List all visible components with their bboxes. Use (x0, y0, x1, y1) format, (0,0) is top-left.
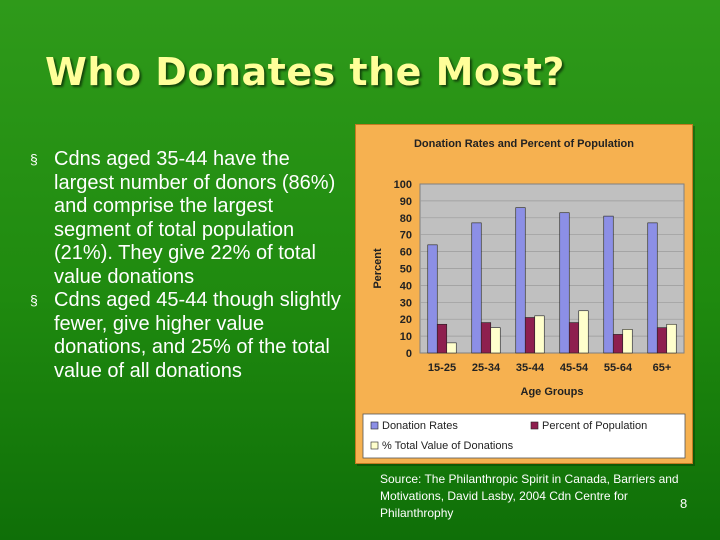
y-tick-label: 80 (400, 213, 412, 225)
legend-label: Percent of Population (542, 420, 647, 432)
bar-percent-of-population (436, 323, 448, 354)
bar-donation-rates (603, 215, 614, 354)
y-axis-label: Percent (372, 248, 384, 289)
bar-percent-of-population (524, 317, 536, 354)
x-tick-label: 15-25 (428, 362, 456, 374)
bar-total-value-of-donations (666, 323, 677, 354)
legend-label: % Total Value of Donations (382, 440, 514, 452)
legend-label: Donation Rates (382, 420, 458, 432)
x-tick-label: 25-34 (472, 362, 501, 374)
x-tick-label: 65+ (653, 362, 672, 374)
bar-donation-rates (471, 222, 482, 354)
legend-swatch (370, 421, 379, 430)
x-axis-label: Age Groups (521, 386, 584, 398)
bullet-list: § Cdns aged 35-44 have the largest numbe… (30, 148, 350, 383)
y-tick-label: 100 (394, 179, 412, 191)
y-tick-label: 90 (400, 196, 412, 208)
y-tick-label: 30 (400, 297, 412, 309)
x-tick-label: 45-54 (560, 362, 589, 374)
source-citation: Source: The Philanthropic Spirit in Cana… (380, 472, 679, 520)
bar-total-value-of-donations (446, 342, 457, 354)
y-tick-label: 20 (400, 314, 412, 326)
y-tick-label: 10 (400, 331, 412, 343)
bullet-marker-icon: § (30, 292, 38, 308)
bullet-item: § Cdns aged 35-44 have the largest numbe… (30, 148, 350, 289)
bar-chart: Donation Rates and Percent of Population… (362, 138, 686, 459)
bar-percent-of-population (656, 327, 668, 354)
bar-donation-rates (647, 222, 658, 354)
bar-percent-of-population (480, 322, 492, 354)
legend-swatch (370, 441, 379, 450)
y-tick-label: 70 (400, 230, 412, 242)
x-tick-label: 55-64 (604, 362, 633, 374)
chart-title: Donation Rates and Percent of Population (414, 138, 634, 150)
bullet-item: § Cdns aged 45-44 though slightly fewer,… (30, 289, 350, 383)
bar-percent-of-population (568, 322, 580, 354)
bullet-text: Cdns aged 35-44 have the largest number … (54, 148, 336, 288)
bar-donation-rates (559, 212, 570, 354)
bar-donation-rates (427, 244, 438, 354)
slide-number: 8 (680, 496, 688, 511)
x-tick-label: 35-44 (516, 362, 545, 374)
bar-total-value-of-donations (578, 310, 589, 354)
legend-swatch (530, 421, 539, 430)
bar-total-value-of-donations (622, 329, 633, 354)
y-tick-label: 50 (400, 264, 412, 276)
y-tick-label: 0 (406, 348, 412, 360)
bullet-marker-icon: § (30, 151, 38, 167)
chart-panel: Donation Rates and Percent of Population… (355, 124, 693, 464)
bar-percent-of-population (612, 334, 624, 354)
legend-box (362, 413, 686, 459)
bar-total-value-of-donations (534, 315, 545, 354)
bar-total-value-of-donations (490, 327, 501, 354)
bar-donation-rates (515, 207, 526, 354)
bullet-text: Cdns aged 45-44 though slightly fewer, g… (54, 289, 341, 382)
y-tick-label: 40 (400, 280, 412, 292)
y-tick-label: 60 (400, 247, 412, 259)
slide-title: Who Donates the Most? (45, 50, 565, 94)
